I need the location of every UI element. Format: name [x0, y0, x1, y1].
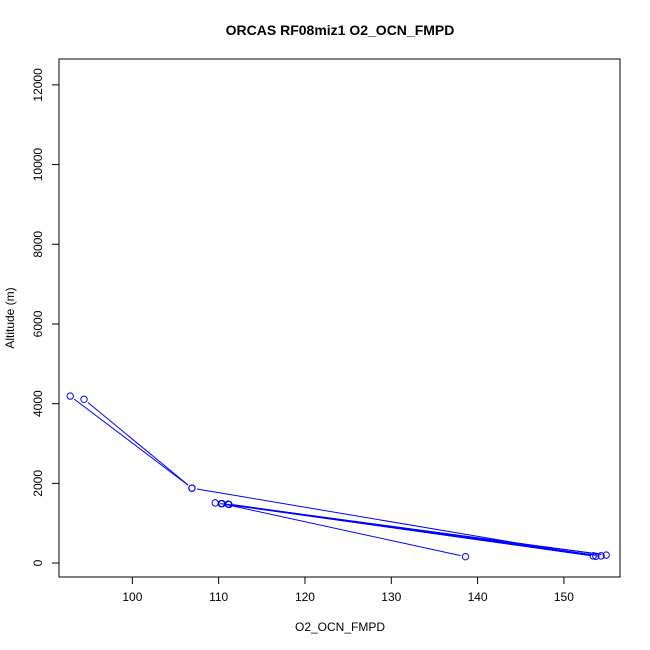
y-tick-label: 0: [31, 559, 45, 566]
series-line-segment: [87, 402, 189, 486]
y-tick-label: 10000: [31, 148, 45, 182]
data-point: [597, 552, 605, 560]
x-tick-label: 140: [468, 590, 488, 604]
plot-frame: [58, 58, 621, 578]
data-point: [188, 484, 196, 492]
y-tick-label: 6000: [31, 310, 45, 337]
series-line-segment: [226, 504, 461, 557]
x-tick-label: 110: [209, 590, 228, 604]
data-point: [225, 500, 233, 509]
x-axis: 100 110 120 130 140 150: [122, 576, 574, 604]
x-tick-label: 120: [295, 590, 315, 604]
y-axis: 0 2000 4000 6000 8000 10000 12000: [31, 68, 60, 566]
y-tick-label: 2000: [31, 470, 45, 497]
data-point: [80, 395, 88, 403]
y-tick-label: 8000: [31, 231, 45, 258]
x-tick-label: 150: [554, 590, 574, 604]
data-point: [592, 552, 600, 560]
y-tick-label: 12000: [31, 68, 45, 102]
data-point: [589, 552, 597, 560]
series-line-segment: [73, 398, 189, 486]
x-tick-label: 130: [381, 590, 401, 604]
y-tick-label: 4000: [31, 390, 45, 417]
data-point: [211, 499, 219, 507]
series-line-segment: [227, 503, 602, 555]
data-point: [461, 552, 470, 561]
data-point: [66, 392, 74, 400]
series-layer: [66, 392, 610, 561]
data-point: [218, 499, 226, 508]
chart-title: ORCAS RF08miz1 O2_OCN_FMPD: [226, 22, 455, 38]
data-point: [602, 551, 610, 559]
x-tick-label: 100: [122, 590, 142, 604]
y-axis-label: Altitude (m): [3, 287, 17, 348]
x-axis-label: O2_OCN_FMPD: [295, 620, 385, 634]
